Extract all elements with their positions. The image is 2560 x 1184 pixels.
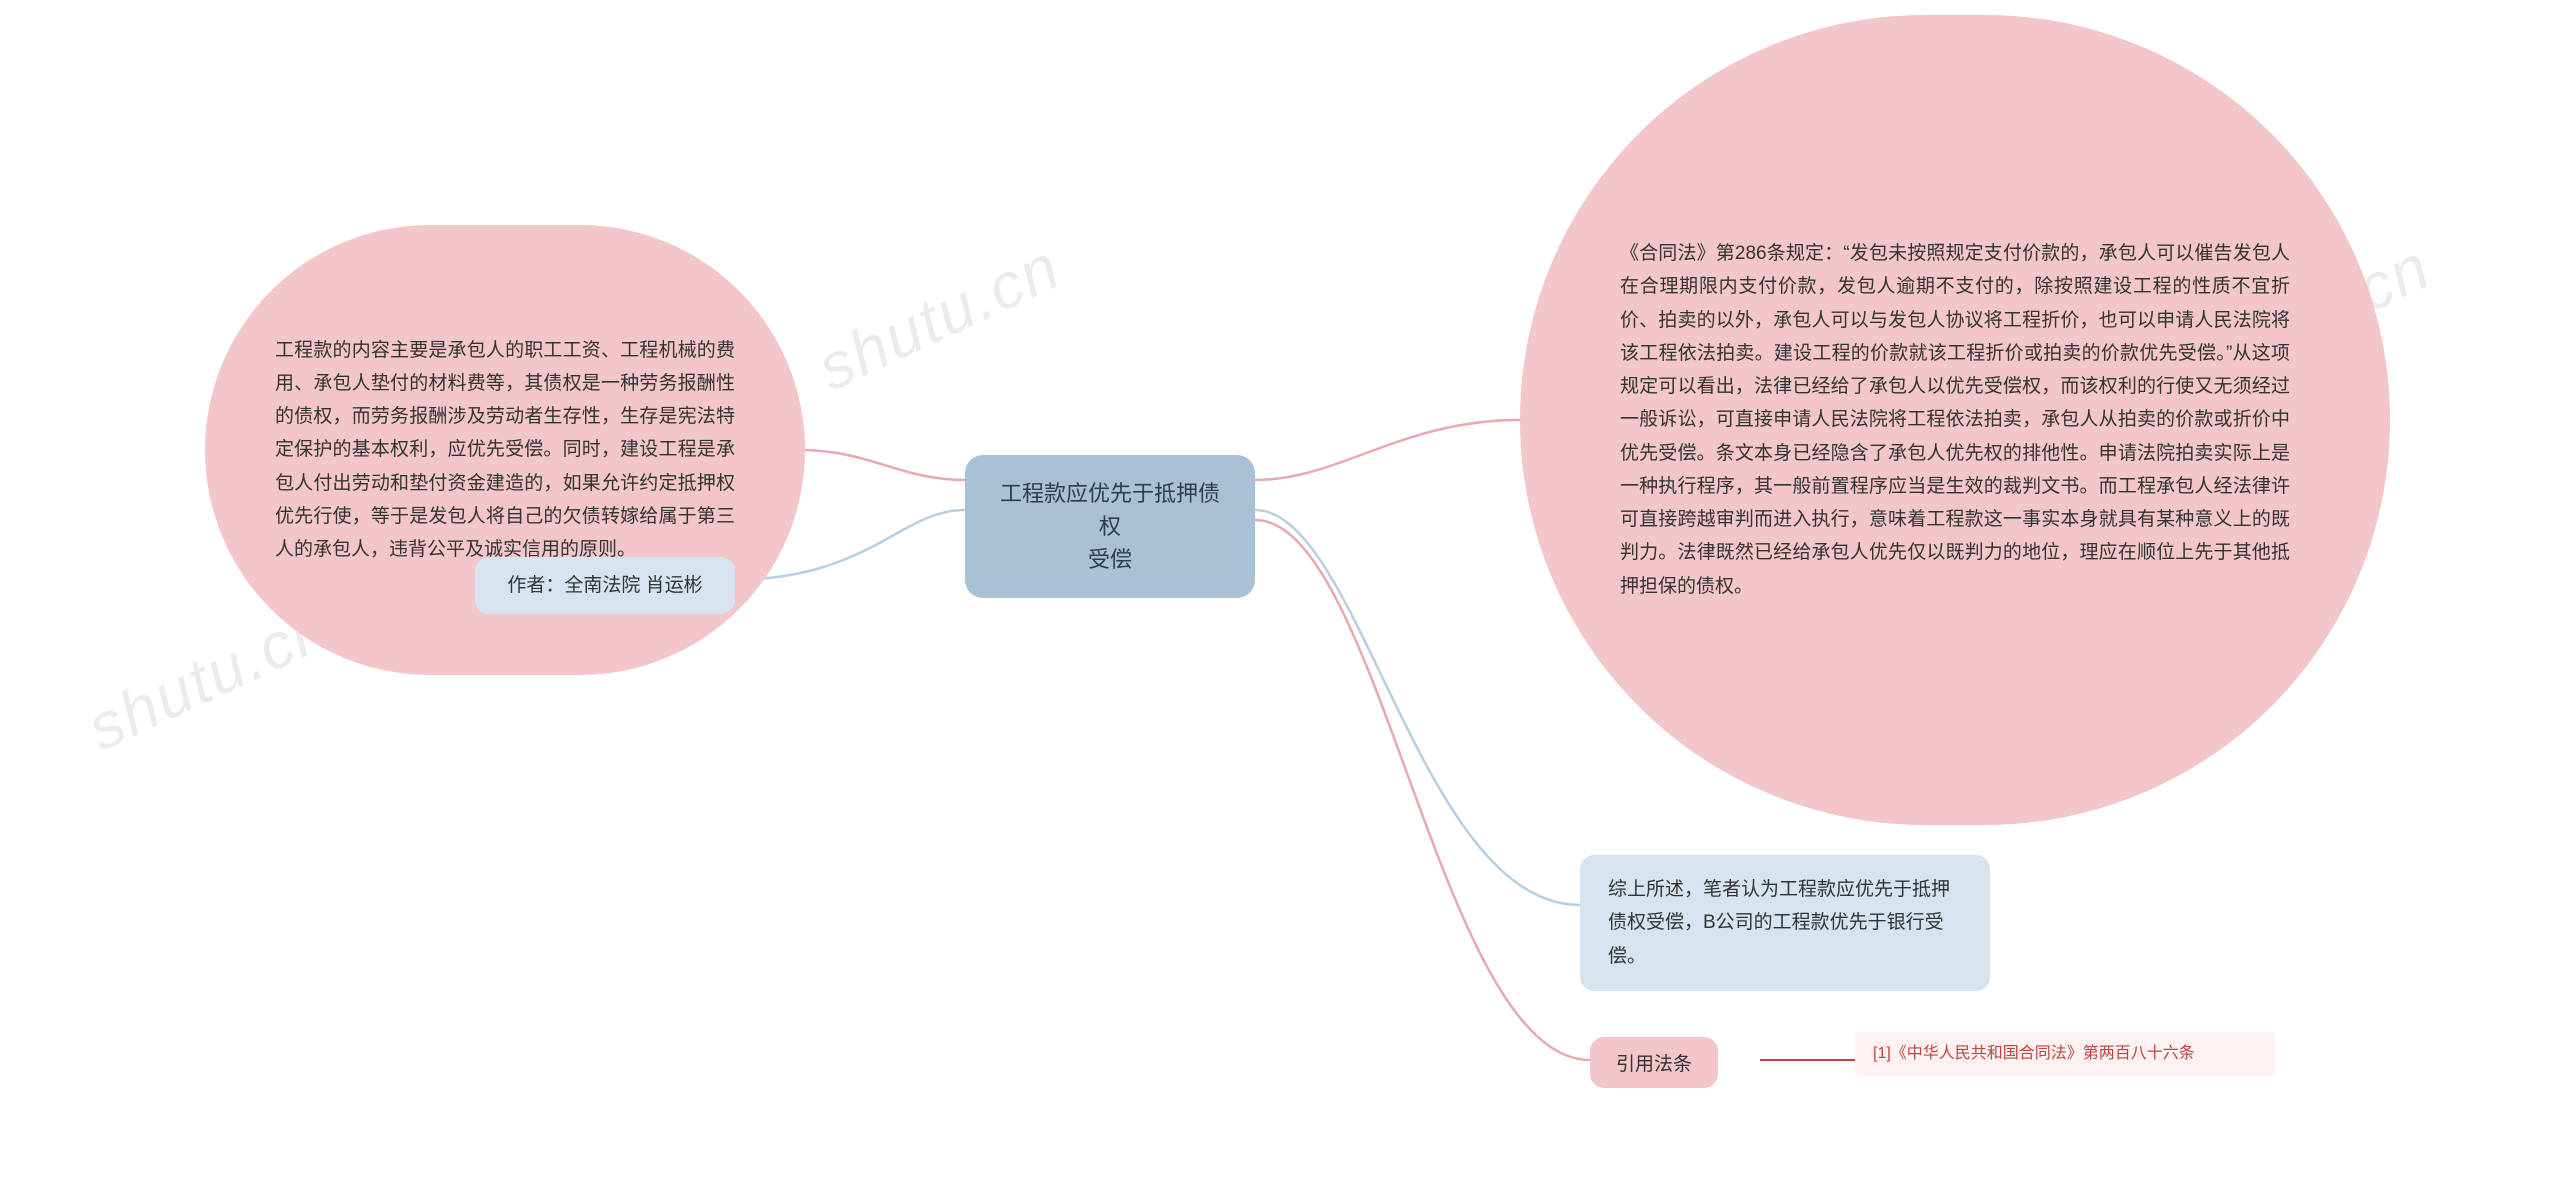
summary-text: 综上所述，笔者认为工程款应优先于抵押债权受偿，B公司的工程款优先于银行受偿。 xyxy=(1608,873,1962,973)
watermark: shutu.cn xyxy=(806,229,1071,405)
author-node: 作者：全南法院 肖运彬 xyxy=(475,557,735,614)
author-text: 作者：全南法院 肖运彬 xyxy=(507,569,702,602)
citation-text: [1]《中华人民共和国合同法》第两百八十六条 xyxy=(1873,1045,2195,1062)
right-law-text: 《合同法》第286条规定：“发包未按照规定支付价款的，承包人可以催告发包人在合理… xyxy=(1620,237,2290,603)
citation-label-node: 引用法条 xyxy=(1590,1037,1718,1088)
right-law-node: 《合同法》第286条规定：“发包未按照规定支付价款的，承包人可以催告发包人在合理… xyxy=(1520,15,2390,825)
citation-box: [1]《中华人民共和国合同法》第两百八十六条 xyxy=(1855,1032,2275,1076)
center-topic: 工程款应优先于抵押债权 受偿 xyxy=(965,455,1255,598)
left-reason-text: 工程款的内容主要是承包人的职工工资、工程机械的费用、承包人垫付的材料费等，其债权… xyxy=(275,334,735,567)
center-title: 工程款应优先于抵押债权 受偿 xyxy=(999,477,1221,576)
summary-node: 综上所述，笔者认为工程款应优先于抵押债权受偿，B公司的工程款优先于银行受偿。 xyxy=(1580,855,1990,991)
citation-label-text: 引用法条 xyxy=(1616,1054,1692,1075)
